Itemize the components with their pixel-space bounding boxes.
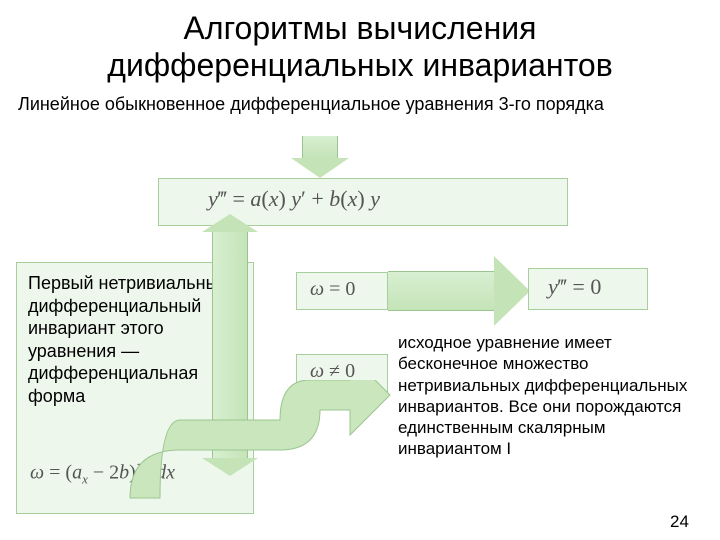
curved-arrow-icon [120,380,400,520]
slide: Алгоритмы вычисления дифференциальных ин… [0,0,720,540]
right-block-text: исходное уравнение имеет бесконечное мно… [398,332,698,460]
arrow-down-head-icon [291,158,349,178]
page-number: 24 [670,512,689,532]
main-equation: y‴ = a(x) y′ + b(x) y [208,186,380,212]
arrow-right-icon [388,256,536,326]
title-line1: Алгоритмы вычисления [184,10,537,46]
ytripleprime-eq: y‴ = 0 [548,274,601,300]
slide-subtitle: Линейное обыкновенное дифференциальное у… [0,84,720,115]
title-line2: дифференциальных инвариантов [107,47,612,83]
omega-zero-eq: ω = 0 [310,278,355,301]
slide-title: Алгоритмы вычисления дифференциальных ин… [0,0,720,84]
arrow-down-icon [302,136,338,158]
